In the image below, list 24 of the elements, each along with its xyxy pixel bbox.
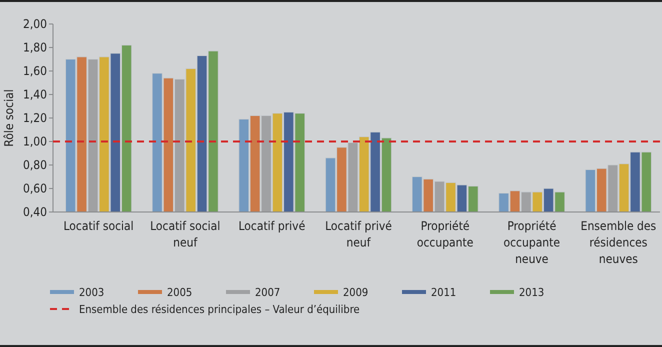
y-tick-label: 2,00 <box>22 17 48 32</box>
x-tick-label: Locatif social <box>63 219 134 233</box>
x-tick-label: Ensemble des résidences neuves <box>580 219 657 266</box>
x-tick-label: Locatif privé <box>238 219 306 233</box>
legend-label: 2009 <box>343 286 368 299</box>
legend-label: Ensemble des résidences principales – Valeur d’équilibre <box>79 302 360 316</box>
y-tick-label: 1,60 <box>22 64 48 78</box>
legend-label: 2003 <box>79 286 104 299</box>
y-tick-label: 0,40 <box>22 205 48 220</box>
y-tick-label: 1,00 <box>22 134 48 149</box>
y-tick-label: 0,80 <box>22 158 48 172</box>
legend-label: 2013 <box>519 286 544 299</box>
x-tick-label: Locatif privé neuf <box>325 219 392 250</box>
x-tick-label: Propriété occupante neuve <box>504 219 560 266</box>
legend-label: 2011 <box>431 286 456 299</box>
x-tick-label: Locatif social neuf <box>150 219 220 250</box>
legend-label: 2005 <box>167 286 192 299</box>
x-tick-label: Propriété occupante <box>416 219 474 250</box>
y-tick-label: 1,40 <box>22 88 48 102</box>
legend-label: 2007 <box>255 286 280 299</box>
y-tick-label: 1,20 <box>22 111 48 126</box>
y-axis-title: Rôle social <box>2 89 16 147</box>
y-tick-label: 0,60 <box>22 182 48 196</box>
y-tick-label: 1,80 <box>22 40 48 55</box>
